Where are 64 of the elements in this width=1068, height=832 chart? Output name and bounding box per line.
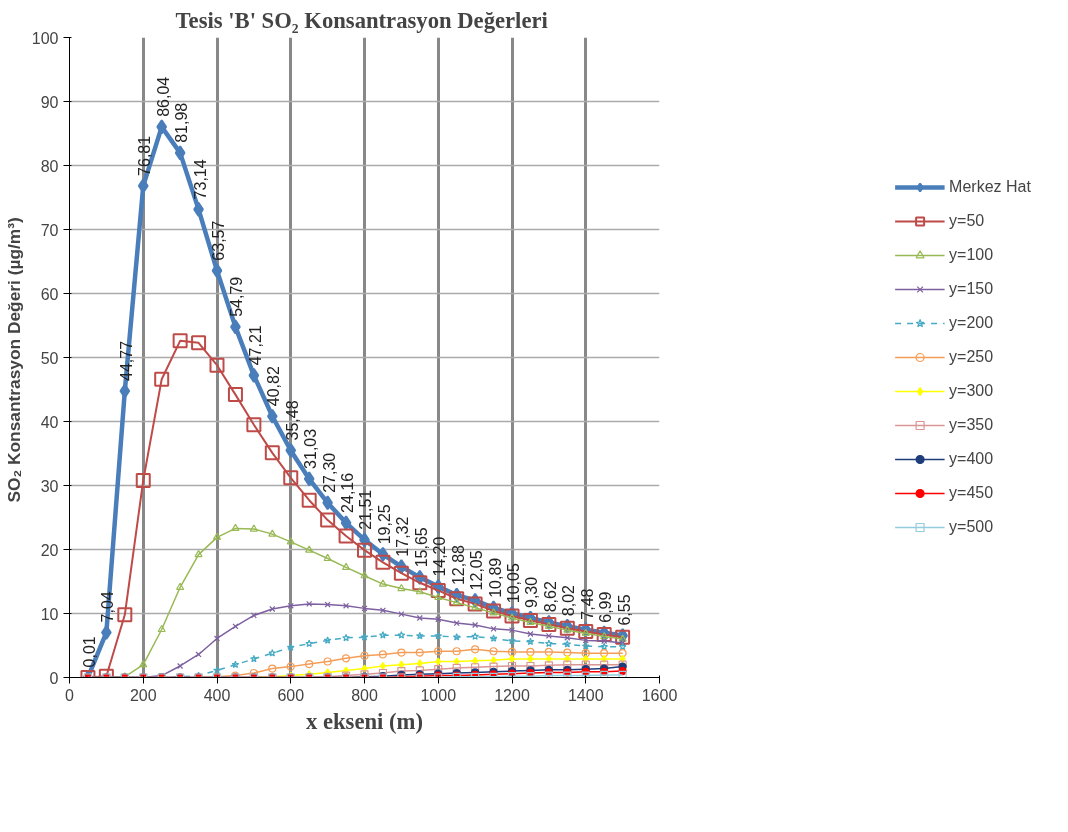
data-label: 12,88 bbox=[449, 544, 467, 586]
data-label: 8,62 bbox=[541, 581, 559, 613]
y-tick-label: 50 bbox=[40, 349, 59, 367]
legend-label: y=450 bbox=[949, 484, 994, 502]
y-tick-label: 20 bbox=[40, 541, 59, 559]
legend-label: y=50 bbox=[949, 212, 985, 230]
data-label: 6,99 bbox=[597, 591, 615, 623]
data-label: 10,89 bbox=[486, 557, 504, 598]
data-label: 31,03 bbox=[302, 428, 320, 469]
y-tick-label: 90 bbox=[40, 93, 59, 111]
data-label: 63,57 bbox=[210, 220, 227, 261]
y-tick-label: 10 bbox=[40, 605, 59, 623]
y-tick-label: 100 bbox=[31, 29, 59, 47]
chart-title: Tesis 'B' SO₂ Konsantrasyon Değerleri bbox=[175, 7, 548, 33]
data-label: 7,04 bbox=[99, 591, 117, 623]
data-label: 35,48 bbox=[283, 400, 301, 441]
data-label: 0,01 bbox=[80, 636, 98, 668]
x-tick-label: 600 bbox=[277, 686, 305, 704]
y-tick-label: 40 bbox=[40, 413, 59, 431]
data-label: 24,16 bbox=[339, 472, 357, 513]
y-tick-label: 0 bbox=[49, 669, 59, 687]
data-label: 27,30 bbox=[320, 452, 338, 493]
legend-label: y=200 bbox=[949, 314, 994, 332]
data-label: 19,25 bbox=[375, 504, 393, 545]
x-tick-label: 1400 bbox=[567, 686, 604, 704]
data-label: 8,02 bbox=[560, 584, 578, 617]
x-tick-label: 1000 bbox=[420, 686, 457, 704]
legend-label: Merkez Hat bbox=[949, 178, 1031, 196]
x-tick-label: 1200 bbox=[494, 686, 530, 704]
legend-label: y=100 bbox=[949, 246, 994, 264]
data-label: 12,05 bbox=[468, 550, 486, 591]
legend-label: y=500 bbox=[949, 518, 994, 536]
data-label: 73,14 bbox=[191, 159, 209, 200]
data-label: 14,20 bbox=[431, 536, 449, 577]
legend-label: y=150 bbox=[949, 280, 994, 298]
data-label: 81,98 bbox=[173, 102, 191, 143]
y-tick-label: 80 bbox=[40, 157, 59, 175]
data-label: 17,32 bbox=[394, 516, 412, 557]
x-tick-label: 1600 bbox=[641, 686, 678, 704]
data-label: 54,79 bbox=[228, 276, 246, 317]
y-tick-label: 60 bbox=[40, 285, 59, 303]
data-label: 47,21 bbox=[246, 325, 264, 366]
legend-label: y=350 bbox=[949, 416, 994, 434]
y-axis-title: SO₂ Konsantrasyon Değeri (µg/m³) bbox=[3, 217, 24, 503]
x-axis-title: x ekseni (m) bbox=[305, 708, 424, 734]
data-label: 7,48 bbox=[578, 588, 596, 620]
data-label: 21,51 bbox=[357, 489, 375, 530]
data-label: 6,55 bbox=[615, 594, 633, 626]
data-label: 15,65 bbox=[412, 527, 430, 568]
x-tick-label: 400 bbox=[203, 686, 231, 704]
data-label: 86,04 bbox=[154, 76, 172, 117]
x-tick-label: 0 bbox=[65, 686, 75, 704]
x-tick-label: 200 bbox=[129, 686, 157, 704]
y-tick-label: 70 bbox=[40, 221, 59, 239]
y-tick-label: 30 bbox=[40, 477, 59, 495]
legend-label: y=400 bbox=[949, 450, 994, 468]
x-tick-label: 800 bbox=[351, 686, 378, 704]
data-label: 76,81 bbox=[136, 135, 154, 176]
data-label: 10,05 bbox=[505, 563, 522, 604]
legend-label: y=250 bbox=[949, 348, 994, 366]
data-label: 44,77 bbox=[117, 340, 135, 381]
legend-label: y=300 bbox=[949, 382, 994, 400]
data-label: 9,30 bbox=[523, 576, 541, 608]
data-label: 40,82 bbox=[265, 366, 283, 407]
